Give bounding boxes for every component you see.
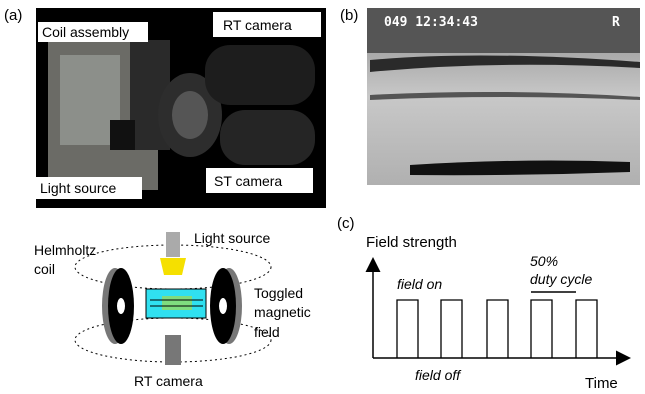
panel-label: (c) [337, 215, 355, 232]
diagram-label: Light source [194, 230, 270, 246]
annotation: 50% [530, 253, 558, 269]
diagram-label: RT camera [134, 373, 203, 389]
diagram-label: field [254, 324, 280, 340]
annotation: field on [397, 276, 442, 292]
timestamp: 049 12:34:43 [384, 15, 478, 30]
photo-label: Light source [40, 180, 116, 196]
osd-flag: R [612, 15, 620, 30]
diagram-label: Helmholtz [34, 242, 96, 258]
y-axis-label: Field strength [366, 234, 457, 251]
diagram-label: Toggled [254, 285, 303, 301]
diagram-label: magnetic [254, 304, 311, 320]
setup-diagram [75, 232, 271, 365]
photo-label: ST camera [214, 173, 282, 189]
annotation: field off [415, 367, 462, 383]
x-axis-label: Time [585, 375, 618, 392]
photo-label: Coil assembly [42, 24, 129, 40]
photo-label: RT camera [223, 17, 292, 33]
figure: (a) Coil assembly RT camera Light source… [0, 0, 645, 394]
annotation: duty cycle [530, 271, 592, 287]
photo-b [367, 8, 640, 185]
panel-label: (a) [4, 7, 22, 24]
diagram-label: coil [34, 261, 55, 277]
panel-label: (b) [340, 7, 358, 24]
